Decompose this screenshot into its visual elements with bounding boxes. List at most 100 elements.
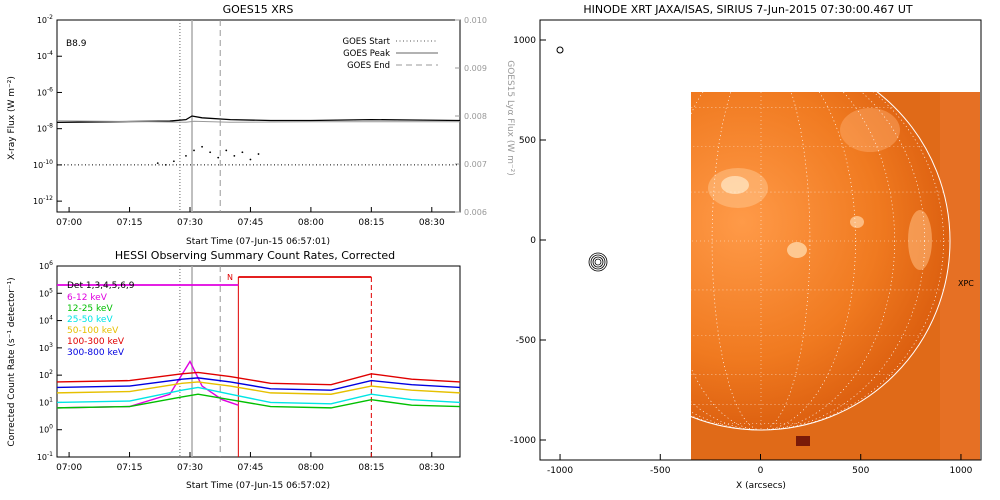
hessi-y-tick-label: 105 bbox=[39, 287, 53, 298]
goes-y-right-label: GOES15 Lyα Flux (W m⁻²) bbox=[505, 60, 515, 176]
hessi-y-tick-label: 100 bbox=[39, 424, 53, 435]
xrt-y-tick-label: 0 bbox=[530, 236, 536, 246]
xrt-image bbox=[691, 92, 980, 460]
xrt-x-tick-label: 500 bbox=[852, 466, 869, 476]
goes-short-channel-point bbox=[185, 154, 187, 157]
hessi-series-line bbox=[56, 377, 461, 391]
goes-y-right-tick-label: 0.008 bbox=[464, 112, 487, 121]
hessi-y-tick-label: 10-1 bbox=[37, 451, 53, 462]
hessi-x-tick-label: 07:00 bbox=[56, 463, 82, 473]
legend-goes-peak: GOES Peak bbox=[343, 49, 390, 59]
hessi-plot-frame bbox=[56, 265, 461, 458]
goes-short-channel-point bbox=[225, 149, 228, 152]
goes-short-channel-point bbox=[217, 156, 220, 159]
grid-meridian bbox=[711, 92, 811, 430]
goes-x-tick-label: 08:30 bbox=[419, 218, 445, 228]
hessi-y-tick-label: 103 bbox=[39, 342, 53, 353]
xrt-y-tick-label: -1000 bbox=[510, 436, 536, 446]
goes-y-tick-label: 10-10 bbox=[33, 159, 53, 170]
contour-3 bbox=[592, 256, 604, 268]
goes-y-label: X-ray Flux (W m⁻²) bbox=[7, 76, 17, 160]
goes-legend: GOES Start GOES Peak GOES End bbox=[342, 37, 438, 71]
small-circle-marker bbox=[556, 46, 564, 54]
hessi-legend-header: Det 1,3,4,5,6,9 bbox=[67, 281, 135, 291]
goes-short-channel-point bbox=[164, 164, 167, 166]
goes-series bbox=[56, 20, 461, 212]
hessi-legend-entry: 50-100 keV bbox=[67, 326, 119, 336]
hessi-y-tick-label: 102 bbox=[39, 369, 53, 380]
grid-meridian bbox=[691, 92, 895, 430]
hessi-contours bbox=[588, 252, 608, 272]
legend-goes-start: GOES Start bbox=[342, 37, 390, 47]
contour-4 bbox=[594, 258, 602, 266]
hessi-series bbox=[56, 266, 461, 457]
goes-y-tick-label: 10-6 bbox=[37, 86, 53, 97]
hessi-series-line bbox=[56, 360, 239, 409]
goes-y-right-tick-label: 0.007 bbox=[464, 160, 487, 169]
active-region-center bbox=[787, 242, 807, 258]
contour-1 bbox=[588, 252, 608, 272]
hessi-y-tick-label: 106 bbox=[39, 260, 53, 271]
xrt-y-tick-label: 1000 bbox=[513, 36, 536, 46]
xrt-x-tick-label: -1000 bbox=[547, 466, 573, 476]
goes-short-channel-point bbox=[257, 153, 260, 155]
bright-upper bbox=[840, 108, 900, 152]
solar-limb bbox=[691, 92, 951, 431]
goes-class-label: B8.9 bbox=[66, 39, 87, 49]
goes-short-channel-point bbox=[172, 160, 175, 163]
xrt-title: HINODE XRT JAXA/ISAS, SIRIUS 7-Jun-2015 … bbox=[583, 3, 913, 16]
goes-short-channel-point bbox=[193, 149, 195, 152]
goes-series-line bbox=[56, 115, 461, 123]
goes-x-tick-label: 08:15 bbox=[358, 218, 384, 228]
goes-title: GOES15 XRS bbox=[223, 3, 294, 16]
active-region-ne-halo bbox=[708, 168, 768, 208]
goes-y-right-tick-label: 0.010 bbox=[464, 16, 487, 25]
xrt-limb-label: XPC bbox=[958, 279, 974, 288]
goes-x-tick-label: 08:00 bbox=[298, 218, 324, 228]
hessi-y-tick-label: 104 bbox=[39, 315, 53, 326]
xrt-axis-ticks: -1000 -500 0 500 1000 1000 500 0 -500 -1000 bbox=[510, 36, 973, 476]
xrt-y-tick-label: 500 bbox=[519, 136, 536, 146]
goes-short-channel-point bbox=[156, 162, 159, 164]
xrt-x-label: X (arcsecs) bbox=[736, 481, 786, 491]
hessi-legend-entry: 300-800 keV bbox=[67, 348, 125, 358]
goes-y-tick-label: 10-8 bbox=[37, 123, 53, 134]
goes-short-channel-point bbox=[209, 151, 212, 154]
hessi-y-label: Corrected Count Rate (s⁻¹ detector⁻¹) bbox=[7, 277, 17, 446]
goes-x-label: Start Time (07-Jun-15 06:57:01) bbox=[186, 237, 330, 247]
active-region-east bbox=[850, 216, 864, 228]
goes-plot-frame bbox=[56, 19, 461, 213]
goes-x-tick-label: 07:15 bbox=[117, 218, 143, 228]
hessi-series-line bbox=[56, 371, 461, 386]
xrt-x-tick-label: 1000 bbox=[950, 466, 973, 476]
hessi-x-tick-label: 08:00 bbox=[298, 463, 324, 473]
goes-short-channel-point bbox=[233, 154, 236, 157]
goes-short-channel-point bbox=[201, 145, 203, 148]
grid-meridian bbox=[691, 92, 925, 430]
hessi-night-marker: N bbox=[227, 273, 233, 282]
grid-meridian bbox=[691, 92, 944, 430]
goes-x-tick-label: 07:00 bbox=[56, 218, 82, 228]
hessi-x-tick-label: 07:15 bbox=[117, 463, 143, 473]
hessi-x-tick-label: 07:30 bbox=[177, 463, 203, 473]
hessi-panel: HESSI Observing Summary Count Rates, Cor… bbox=[7, 249, 461, 491]
goes-x-tick-label: 07:30 bbox=[177, 218, 203, 228]
goes-y-tick-label: 10-12 bbox=[33, 195, 53, 206]
legend-goes-end: GOES End bbox=[347, 61, 390, 71]
goes-y-right-tick-label: 0.006 bbox=[464, 208, 487, 217]
xrt-x-tick-label: 0 bbox=[758, 466, 764, 476]
hessi-title: HESSI Observing Summary Count Rates, Cor… bbox=[115, 249, 395, 262]
hessi-legend-entry: 25-50 keV bbox=[67, 315, 113, 325]
hessi-series-line bbox=[56, 381, 461, 395]
xrt-panel: HINODE XRT JAXA/ISAS, SIRIUS 7-Jun-2015 … bbox=[510, 3, 982, 491]
hessi-series-line bbox=[56, 386, 461, 405]
goes-axis-ticks: 07:00 07:15 07:30 07:45 08:00 08:15 08:30 10-2 1… bbox=[33, 14, 487, 228]
dark-block bbox=[796, 436, 810, 446]
hessi-legend-entry: 6-12 keV bbox=[67, 293, 108, 303]
xrt-y-tick-label: -500 bbox=[516, 336, 537, 346]
hessi-legend-entry: 12-25 keV bbox=[67, 304, 113, 314]
hessi-axis-ticks: 07:00 07:15 07:30 07:45 08:00 08:15 08:30 106 10… bbox=[37, 260, 445, 473]
hessi-series-line bbox=[56, 393, 461, 409]
